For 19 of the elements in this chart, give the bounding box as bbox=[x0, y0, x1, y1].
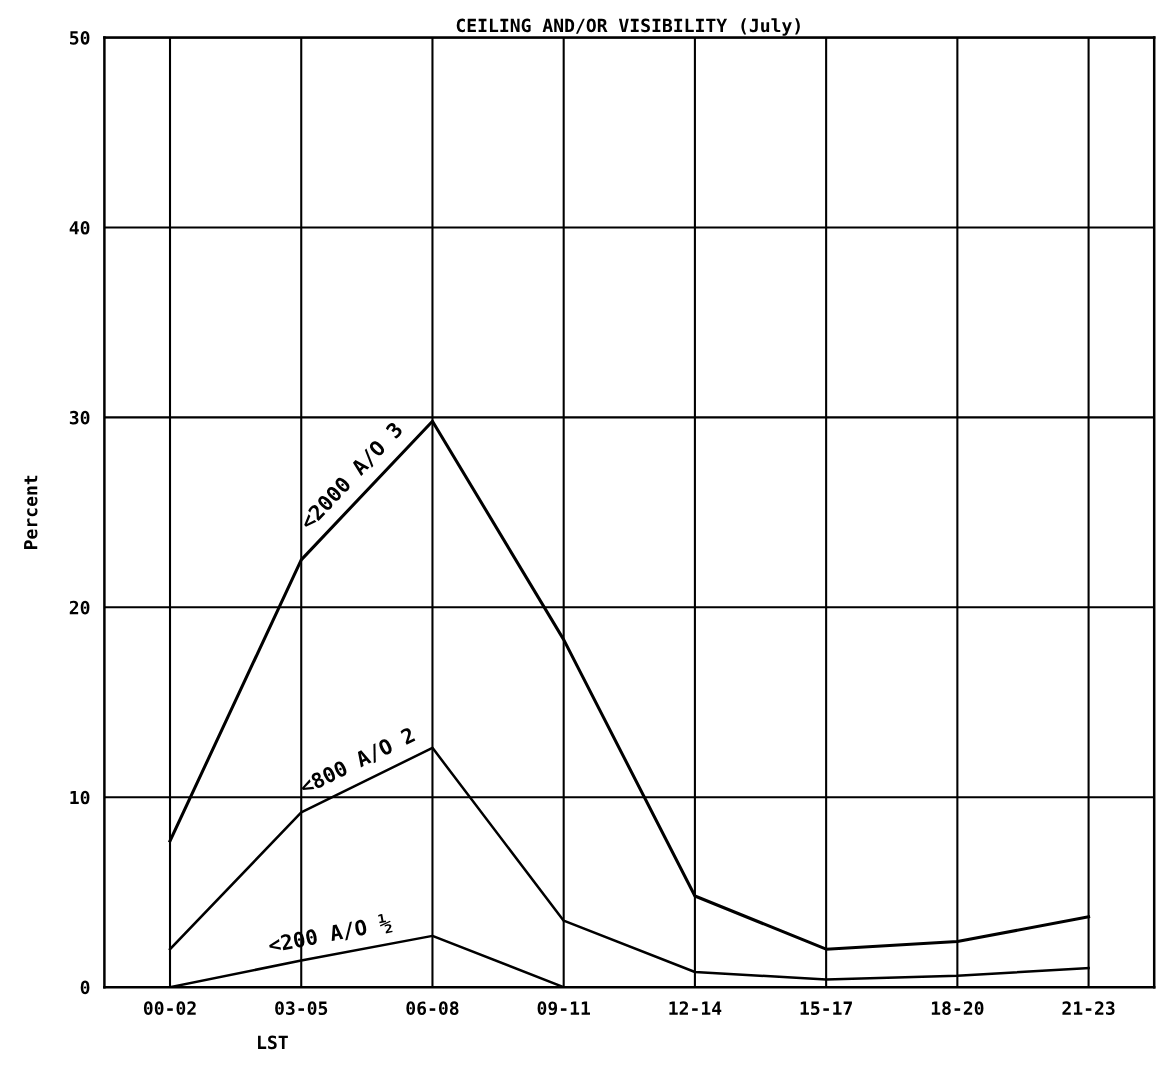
y-tick-label: 40 bbox=[69, 220, 90, 235]
x-tick-label: 03-05 bbox=[275, 1001, 328, 1016]
x-axis-title: LST bbox=[258, 1035, 288, 1050]
y-tick-label: 0 bbox=[80, 980, 90, 995]
x-tick-label: 21-23 bbox=[1062, 1001, 1115, 1016]
x-tick-label: 15-17 bbox=[800, 1001, 852, 1016]
y-tick-label: 50 bbox=[70, 31, 90, 45]
text: <200 A/O ½ bbox=[267, 912, 393, 956]
y-tick-label: 20 bbox=[69, 600, 90, 615]
text: <800 A/O 2 bbox=[298, 726, 417, 797]
x-tick-label: 12-14 bbox=[669, 1001, 722, 1015]
x-tick-label: 06-08 bbox=[406, 1001, 459, 1016]
x-tick-label: 18-20 bbox=[931, 1001, 984, 1016]
chart-title: CEILING AND/OR VISIBILITY (July) bbox=[456, 18, 800, 36]
x-tick-label: 00-02 bbox=[143, 1001, 196, 1016]
y-tick-label: 30 bbox=[69, 410, 90, 425]
y-axis-title: Percent bbox=[24, 475, 38, 549]
y-tick-label: 10 bbox=[70, 790, 90, 805]
x-tick-label: 09-11 bbox=[537, 1001, 590, 1016]
